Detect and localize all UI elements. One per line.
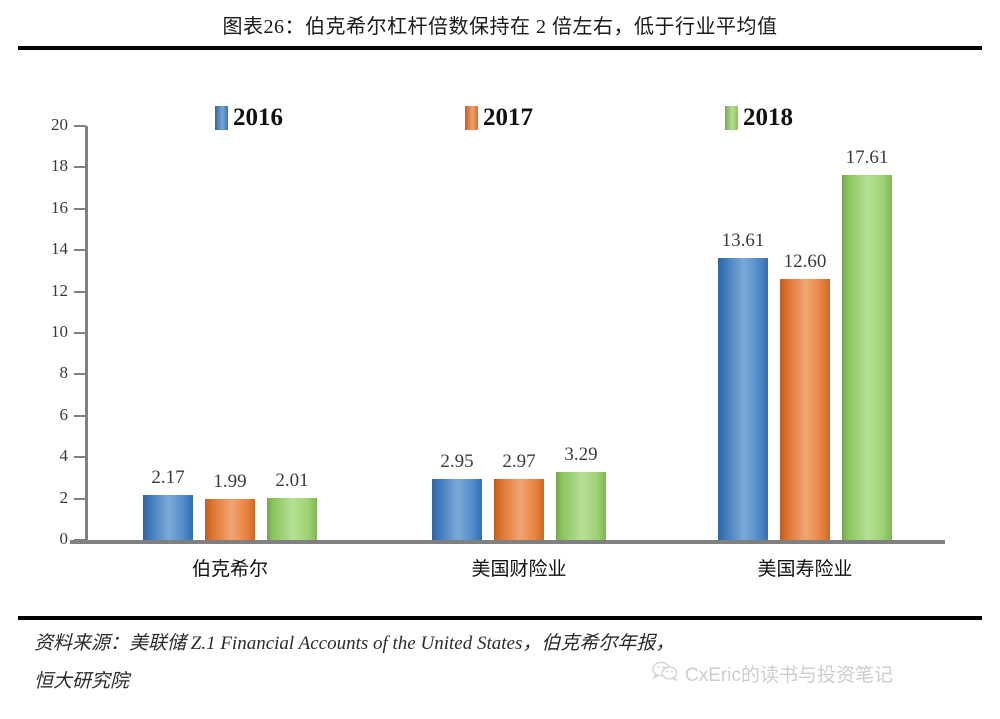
divider-bottom [18, 616, 982, 620]
bar-value-label: 2.01 [275, 470, 309, 492]
wechat-icon [652, 661, 678, 686]
bar [556, 471, 606, 540]
bar-value-label: 13.61 [721, 230, 765, 252]
legend-item-2017[interactable]: 2017 [465, 104, 533, 132]
bar [205, 498, 255, 540]
y-axis-tick-label: 2 [10, 487, 69, 508]
chart-legend: 2016 2017 2018 [0, 56, 1000, 131]
y-axis-tick-label: 8 [10, 363, 69, 383]
y-axis-tick-label: 16 [10, 198, 68, 218]
page-title: 图表26：伯克希尔杠杆倍数保持在 2 倍左右，低于行业平均值 [222, 15, 778, 38]
category-label: 美国寿险业 [757, 559, 853, 580]
y-axis-tick-label-text: 4 [59, 446, 69, 466]
legend-label-2018: 2018 [743, 104, 793, 131]
y-axis-tick [74, 332, 86, 334]
legend-item-2018[interactable]: 2018 [725, 104, 793, 132]
bar [780, 279, 830, 540]
y-axis-tick-label: 12 [10, 281, 68, 301]
y-axis-tick [74, 166, 86, 169]
bar-value-label: 1.99 [213, 470, 247, 492]
chart-source-footer: 资料来源：美联储 Z.1 Financial Accounts of the U… [0, 624, 1000, 719]
y-axis-tick [74, 125, 86, 127]
bar [432, 478, 482, 540]
legend-swatch-2018 [725, 106, 738, 130]
legend-swatch-2016 [215, 106, 228, 130]
bar [494, 478, 544, 540]
x-axis-line [70, 540, 945, 544]
source-line-2: 恒大研究院 [34, 671, 130, 692]
y-axis-tick [74, 497, 86, 500]
y-axis-tick [74, 414, 86, 417]
bar-value-label: 2.95 [440, 450, 474, 472]
y-axis-tick-label: 0 [10, 529, 69, 549]
y-axis-line [85, 126, 88, 542]
y-axis-tick-label-text: 8 [59, 363, 69, 383]
y-axis-tick [74, 207, 86, 210]
y-axis-tick-label-text: 20 [51, 115, 68, 134]
y-axis-tick-label-text: 16 [51, 197, 68, 217]
bar-value-label: 17.61 [845, 147, 889, 169]
category-label: 伯克希尔 [191, 559, 268, 580]
y-axis-tick-label: 6 [10, 404, 69, 425]
legend-item-2016[interactable]: 2016 [215, 104, 283, 132]
y-axis-tick-label: 14 [10, 239, 68, 259]
y-axis-tick [74, 373, 86, 376]
y-axis-tick-label: 20 [10, 115, 68, 135]
y-axis-tick-label-text: 2 [59, 487, 69, 507]
y-axis-tick-label-text: 0 [59, 529, 69, 548]
legend-label-2017: 2017 [483, 104, 533, 131]
y-axis-tick-label: 18 [10, 156, 68, 176]
y-axis-tick [74, 539, 86, 541]
category-label: 美国财险业 [471, 559, 567, 580]
y-axis-tick-label-text: 10 [51, 322, 68, 341]
bar [718, 258, 768, 540]
divider-top [18, 46, 982, 50]
legend-swatch-2017 [465, 106, 478, 130]
chart-plot-area: 2016 2017 2018 0 2 4 6 8 10 12 14 16 18 20 2.17 1.99 2… [0, 56, 1000, 608]
legend-label-2016: 2016 [233, 104, 283, 131]
y-axis-tick-label: 4 [10, 446, 69, 466]
bar-value-label: 12.60 [783, 251, 827, 273]
y-axis-tick-label-text: 18 [51, 156, 68, 176]
bar-value-label: 3.29 [564, 443, 598, 465]
title-bar: 图表26：伯克希尔杠杆倍数保持在 2 倍左右，低于行业平均值 [0, 0, 1000, 48]
y-axis-tick-label-text: 12 [51, 280, 68, 300]
y-axis-tick-label-text: 14 [51, 239, 68, 259]
bar [143, 495, 193, 540]
source-line-1: 资料来源：美联储 Z.1 Financial Accounts of the U… [34, 633, 675, 654]
y-axis-tick [74, 290, 86, 293]
watermark: CxEric的读书与投资笔记 [652, 660, 893, 687]
bar [842, 175, 892, 540]
watermark-text: CxEric的读书与投资笔记 [685, 665, 893, 686]
bar-value-label: 2.17 [151, 467, 185, 489]
y-axis-tick [74, 456, 86, 459]
bar [267, 498, 317, 540]
y-axis-tick-label-text: 6 [59, 404, 69, 424]
y-axis-tick [74, 249, 86, 252]
y-axis-tick-label: 10 [10, 322, 68, 342]
bar-value-label: 2.97 [502, 450, 536, 472]
